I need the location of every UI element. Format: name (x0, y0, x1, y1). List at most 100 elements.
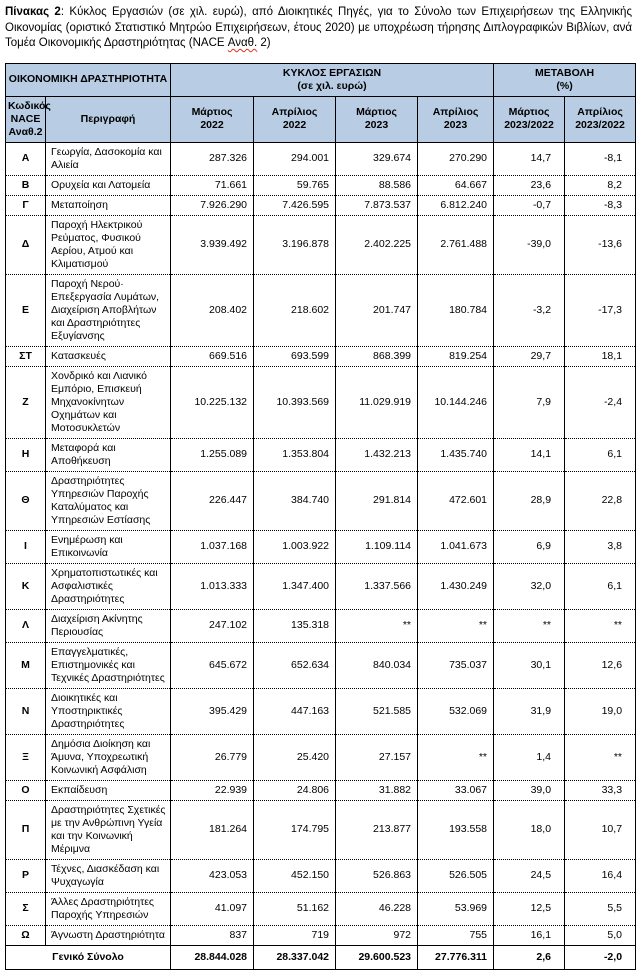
caption-label: Πίνακας 2 (5, 6, 61, 18)
turnover-value-cell: 181.264 (170, 799, 255, 859)
turnover-value-cell: 868.399 (335, 345, 419, 366)
header-line: Μάρτιος (191, 106, 233, 118)
turnover-value-cell: 1.347.400 (253, 562, 337, 609)
header-line: Απρίλιος (432, 106, 479, 118)
nace-code-cell: Β (5, 174, 46, 195)
change-value-cell: 8,2 (564, 174, 637, 195)
table-row: Ρ Τέχνες, Διασκέδαση και Ψυχαγωγία 423.053… (5, 858, 637, 892)
turnover-value-cell: 447.163 (253, 687, 337, 734)
table-header: ΟΙΚΟΝΟΜΙΚΗ ΔΡΑΣΤΗΡΙΟΤΗΤΑ ΚΥΚΛΟΣ ΕΡΓΑΣΙΩΝ… (4, 62, 637, 143)
turnover-value-cell: 7.926.290 (170, 194, 255, 215)
activity-description-cell: Ορυχεία και Λατομεία (44, 174, 172, 195)
table-row: Ξ Δημόσια Διοίκηση και Άμυνα, Υποχρεωτική… (5, 733, 637, 780)
turnover-value-cell: 11.029.919 (335, 365, 419, 438)
header-line: NACE (10, 112, 41, 125)
table-row: Η Μεταφορά και Αποθήκευση 1.255.089 1.353.8… (5, 437, 637, 471)
change-value-cell: 12,5 (493, 891, 566, 925)
activity-description-cell: Επαγγελματικές, Επιστημονικές και Τεχνικ… (44, 641, 172, 688)
total-turnover-cell: 28.337.042 (253, 944, 337, 970)
change-value-cell: 22,8 (564, 470, 637, 530)
turnover-value-cell: 193.558 (417, 799, 495, 859)
header-col-april-2022: Απρίλιος 2022 (253, 95, 337, 143)
table-row: Ο Εκπαίδευση 22.939 24.806 31.882 33.067 39,0 3… (5, 779, 637, 800)
change-value-cell: -17,3 (564, 273, 637, 346)
table-row: Γ Μεταποίηση 7.926.290 7.426.595 7.873.537 6.… (5, 194, 637, 215)
header-line: Μάρτιος (508, 106, 550, 118)
nace-code-cell: Λ (5, 608, 46, 642)
change-value-cell: 18,0 (493, 799, 566, 859)
turnover-table: ΟΙΚΟΝΟΜΙΚΗ ΔΡΑΣΤΗΡΙΟΤΗΤΑ ΚΥΚΛΟΣ ΕΡΓΑΣΙΩΝ… (4, 62, 637, 970)
header-group-row: ΟΙΚΟΝΟΜΙΚΗ ΔΡΑΣΤΗΡΙΟΤΗΤΑ ΚΥΚΛΟΣ ΕΡΓΑΣΙΩΝ… (4, 62, 637, 97)
header-change: ΜΕΤΑΒΟΛΗ (%) (493, 62, 637, 97)
activity-description-cell: Χονδρικό και Λιανικό Εμπόριο, Επισκευή Μ… (44, 365, 172, 438)
total-turnover-cell: 27.776.311 (417, 944, 495, 970)
turnover-value-cell: 41.097 (170, 891, 255, 925)
change-value-cell: 29,7 (493, 345, 566, 366)
change-value-cell: 39,0 (493, 779, 566, 800)
header-line: ΚΥΚΛΟΣ ΕΡΓΑΣΙΩΝ (282, 66, 382, 79)
turnover-value-cell: 46.228 (335, 891, 419, 925)
turnover-value-cell: 452.150 (253, 858, 337, 892)
nace-code-cell: Μ (5, 641, 46, 688)
turnover-value-cell: 291.814 (335, 470, 419, 530)
table-row: Ι Ενημέρωση και Επικοινωνία 1.037.168 1.003… (5, 529, 637, 563)
change-value-cell: -39,0 (493, 214, 566, 274)
change-value-cell: 3,8 (564, 529, 637, 563)
turnover-value-cell: 22.939 (170, 779, 255, 800)
turnover-value-cell: 31.882 (335, 779, 419, 800)
header-economic-activity: ΟΙΚΟΝΟΜΙΚΗ ΔΡΑΣΤΗΡΙΟΤΗΤΑ (4, 62, 172, 97)
change-value-cell: ** (564, 608, 637, 642)
table-row: Σ Άλλες Δραστηριότητες Παροχής Υπηρεσιών 4… (5, 891, 637, 925)
turnover-value-cell: 7.873.537 (335, 194, 419, 215)
header-nace-code: Κωδικός NACE Αναθ.2 (5, 95, 51, 143)
nace-code-cell: Γ (5, 194, 46, 215)
header-line: 2023/2022 (504, 119, 554, 131)
turnover-value-cell: 719 (253, 924, 337, 945)
activity-description-cell: Δημόσια Διοίκηση και Άμυνα, Υποχρεωτική … (44, 733, 172, 780)
turnover-value-cell: 218.602 (253, 273, 337, 346)
total-turnover-cell: 29.600.523 (335, 944, 419, 970)
turnover-value-cell: 33.067 (417, 779, 495, 800)
turnover-value-cell: 213.877 (335, 799, 419, 859)
nace-code-cell: Π (5, 799, 46, 859)
activity-description-cell: Διοικητικές και Υποστηρικτικές Δραστηριό… (44, 687, 172, 734)
change-value-cell: -8,3 (564, 194, 637, 215)
table-row: Ω Άγνωστη Δραστηριότητα 837 719 972 755 16,1 5,… (5, 924, 637, 945)
activity-description-cell: Δραστηριότητες Σχετικές με την Ανθρώπινη… (44, 799, 172, 859)
turnover-value-cell: 652.634 (253, 641, 337, 688)
turnover-value-cell: 1.255.089 (170, 437, 255, 471)
header-line: (σε χιλ. ευρώ) (297, 79, 367, 92)
turnover-value-cell: 837 (170, 924, 255, 945)
turnover-value-cell: 10.144.246 (417, 365, 495, 438)
total-change-cell: 2,6 (493, 944, 566, 970)
turnover-value-cell: 208.402 (170, 273, 255, 346)
change-value-cell: -2,4 (564, 365, 637, 438)
nace-code-cell: Α (5, 141, 46, 175)
turnover-value-cell: 2.761.488 (417, 214, 495, 274)
header-line: 2022 (200, 119, 224, 131)
activity-description-cell: Ενημέρωση και Επικοινωνία (44, 529, 172, 563)
change-value-cell: 32,0 (493, 562, 566, 609)
change-value-cell: 5,5 (564, 891, 637, 925)
turnover-value-cell: 174.795 (253, 799, 337, 859)
activity-description-cell: Άλλες Δραστηριότητες Παροχής Υπηρεσιών (44, 891, 172, 925)
header-line: (%) (556, 79, 573, 92)
turnover-value-cell: 526.863 (335, 858, 419, 892)
turnover-value-cell: 1.430.249 (417, 562, 495, 609)
total-change-cell: -2,0 (564, 944, 637, 970)
change-value-cell: 28,9 (493, 470, 566, 530)
table-row: ΣΤ Κατασκευές 669.516 693.599 868.399 819.254… (5, 345, 637, 366)
nace-code-cell: Ε (5, 273, 46, 346)
nace-code-cell: Ζ (5, 365, 46, 438)
change-value-cell: 14,7 (493, 141, 566, 175)
turnover-value-cell: 7.426.595 (253, 194, 337, 215)
header-col-change-march: Μάρτιος 2023/2022 (493, 95, 566, 143)
change-value-cell: -3,2 (493, 273, 566, 346)
turnover-value-cell: 26.779 (170, 733, 255, 780)
change-value-cell: 6,9 (493, 529, 566, 563)
change-value-cell: -8,1 (564, 141, 637, 175)
header-col-change-april: Απρίλιος 2023/2022 (564, 95, 637, 143)
activity-description-cell: Άγνωστη Δραστηριότητα (44, 924, 172, 945)
turnover-value-cell: ** (417, 733, 495, 780)
caption-text: : Κύκλος Εργασιών (σε χιλ. ευρώ), από Δι… (5, 6, 632, 49)
